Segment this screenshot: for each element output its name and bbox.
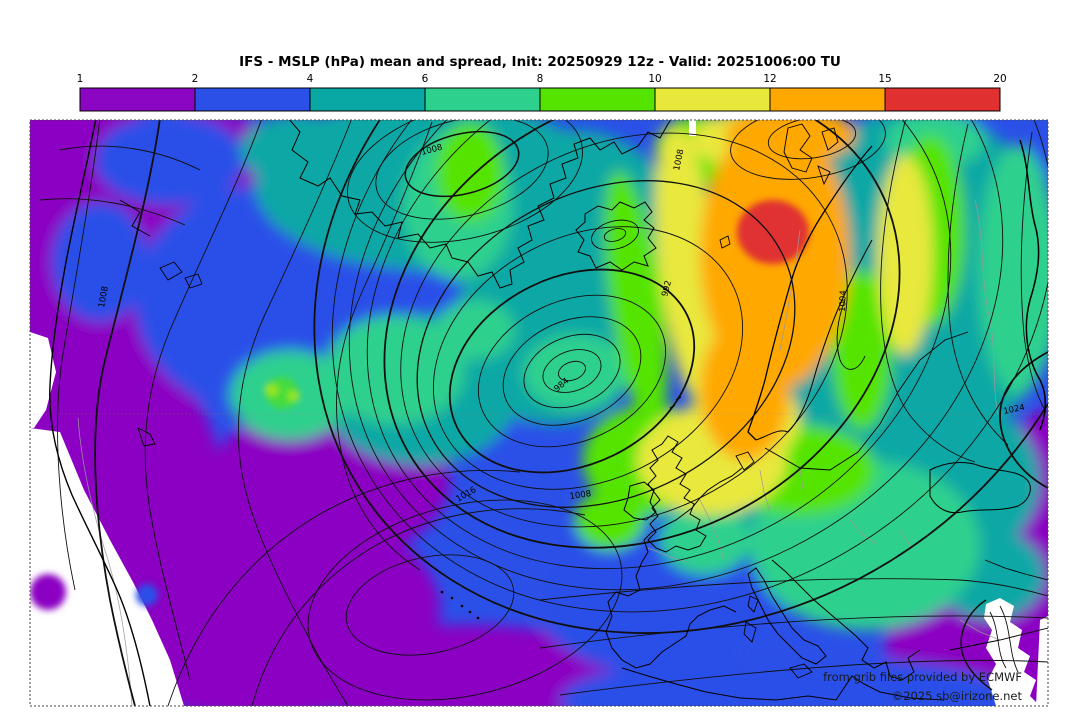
isobar-label: 1004 <box>838 290 849 312</box>
colorbar-tick: 10 <box>648 73 661 85</box>
overlay-blob-layer <box>30 574 158 610</box>
colorbar-tick: 2 <box>192 73 199 85</box>
colorbar-tick: 12 <box>763 73 776 85</box>
colorbar-tick: 8 <box>537 73 544 85</box>
map-border <box>29 119 1049 707</box>
colorbar-segment <box>654 87 771 112</box>
colorbar-tick: 4 <box>307 73 314 85</box>
colorbar-tick: 6 <box>422 73 429 85</box>
colorbar-segment <box>194 87 311 112</box>
spread-fill-layer <box>30 120 1048 706</box>
isobar-label: 1008 <box>569 489 592 502</box>
isobars-layer <box>39 120 1048 706</box>
colorbar-tick: 1 <box>77 73 84 85</box>
colorbar-tick: 15 <box>878 73 891 85</box>
colorbar-segment <box>424 87 541 112</box>
page-title: IFS - MSLP (hPa) mean and spread, Init: … <box>239 54 841 70</box>
attribution-source: from grib files provided by ECMWF <box>823 670 1022 684</box>
colorbar-segment <box>539 87 656 112</box>
colorbar-segment <box>309 87 426 112</box>
spread-fill-detail-layer <box>265 200 809 409</box>
colorbar-segments <box>79 87 1001 112</box>
country-borders-layer <box>77 199 1001 706</box>
isobar-label: 1024 <box>1003 403 1026 417</box>
coastlines-layer <box>49 120 1048 706</box>
colorbar-segment <box>884 87 1001 112</box>
colorbar-tick: 20 <box>993 73 1006 85</box>
colorbar-segment <box>79 87 196 112</box>
colorbar: 1 2 4 6 8 10 12 15 20 <box>77 73 1007 112</box>
colorbar-tick-labels: 1 2 4 6 8 10 12 15 20 <box>77 73 1007 85</box>
isobar-label: 992 <box>660 280 674 298</box>
isobar-label: 1008 <box>97 285 111 308</box>
attribution: from grib files provided by ECMWF ©2025 … <box>823 670 1022 703</box>
isobar-label: 1008 <box>672 148 686 171</box>
attribution-copyright: ©2025 sb@irizone.net <box>892 689 1023 703</box>
colorbar-segment <box>769 87 886 112</box>
